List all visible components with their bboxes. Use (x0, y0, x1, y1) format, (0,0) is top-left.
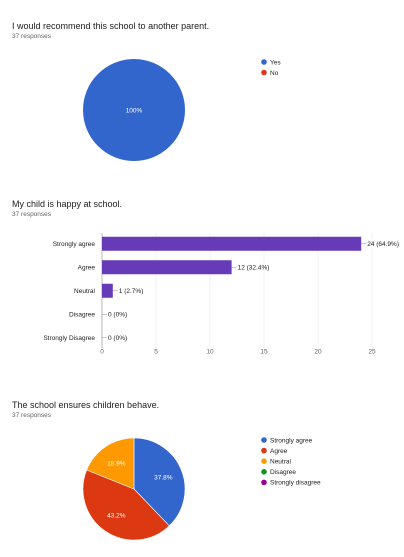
legend-marker (261, 458, 267, 465)
x-tick-label: 20 (314, 349, 322, 356)
legend-label: Strongly agree (270, 437, 313, 444)
chart-block-recommend: I would recommend this school to another… (0, 0, 404, 180)
question-title: My child is happy at school. (12, 199, 123, 209)
bar-data-label: 0 (0%) (108, 312, 127, 319)
pie-slice-label: 37.8% (154, 475, 173, 482)
bar-data-label: 1 (2.7%) (119, 288, 144, 295)
legend-label: Disagree (270, 469, 296, 476)
pie-slice-yes (83, 59, 185, 161)
x-tick-label: 5 (154, 349, 158, 356)
legend-label: Neutral (270, 459, 292, 466)
y-category-label: Disagree (69, 312, 95, 319)
pie-chart-recommend: 100% Yes No (83, 59, 281, 161)
x-tick-label: 15 (260, 349, 268, 356)
x-tick-label: 25 (368, 349, 376, 356)
x-tick-label: 0 (100, 349, 104, 356)
question-title: The school ensures children behave. (12, 400, 160, 410)
question-title: I would recommend this school to another… (12, 21, 210, 31)
legend-marker (261, 469, 267, 475)
legend-marker (261, 59, 267, 65)
y-category-label: Agree (78, 265, 96, 272)
bar-data-label: 12 (32.4%) (238, 265, 270, 272)
legend-marker (261, 69, 267, 76)
bar-data-label: 0 (0%) (108, 335, 127, 342)
pie-slice-label: 43.2% (107, 513, 126, 520)
legend-marker (261, 447, 267, 454)
response-count: 37 responses (12, 412, 52, 419)
response-count: 37 responses (12, 33, 52, 40)
legend-label: Strongly disagree (270, 480, 321, 487)
bar-data-label: 24 (64.9%) (367, 241, 399, 248)
y-category-label: Strongly agree (53, 241, 96, 248)
legend-marker (261, 437, 267, 443)
y-category-label: Strongly Disagree (43, 335, 95, 342)
legend-marker (261, 479, 267, 486)
pie-slice-neutral (86, 437, 135, 490)
bar-agree (102, 260, 232, 275)
pie-slice-strongly-agree (133, 437, 186, 527)
bar-neutral (102, 283, 113, 298)
response-count: 37 responses (12, 211, 52, 218)
legend-label: No (270, 70, 279, 77)
y-category-label: Neutral (74, 288, 96, 295)
x-tick-label: 10 (206, 349, 214, 356)
pie-slice-label: 100% (126, 108, 143, 115)
legend-label: Agree (270, 448, 288, 455)
bar-strongly-agree (102, 236, 362, 251)
legend-label: Yes (270, 59, 281, 66)
pie-slice-agree (82, 469, 170, 541)
pie-slice-label: 18.9% (107, 460, 126, 467)
